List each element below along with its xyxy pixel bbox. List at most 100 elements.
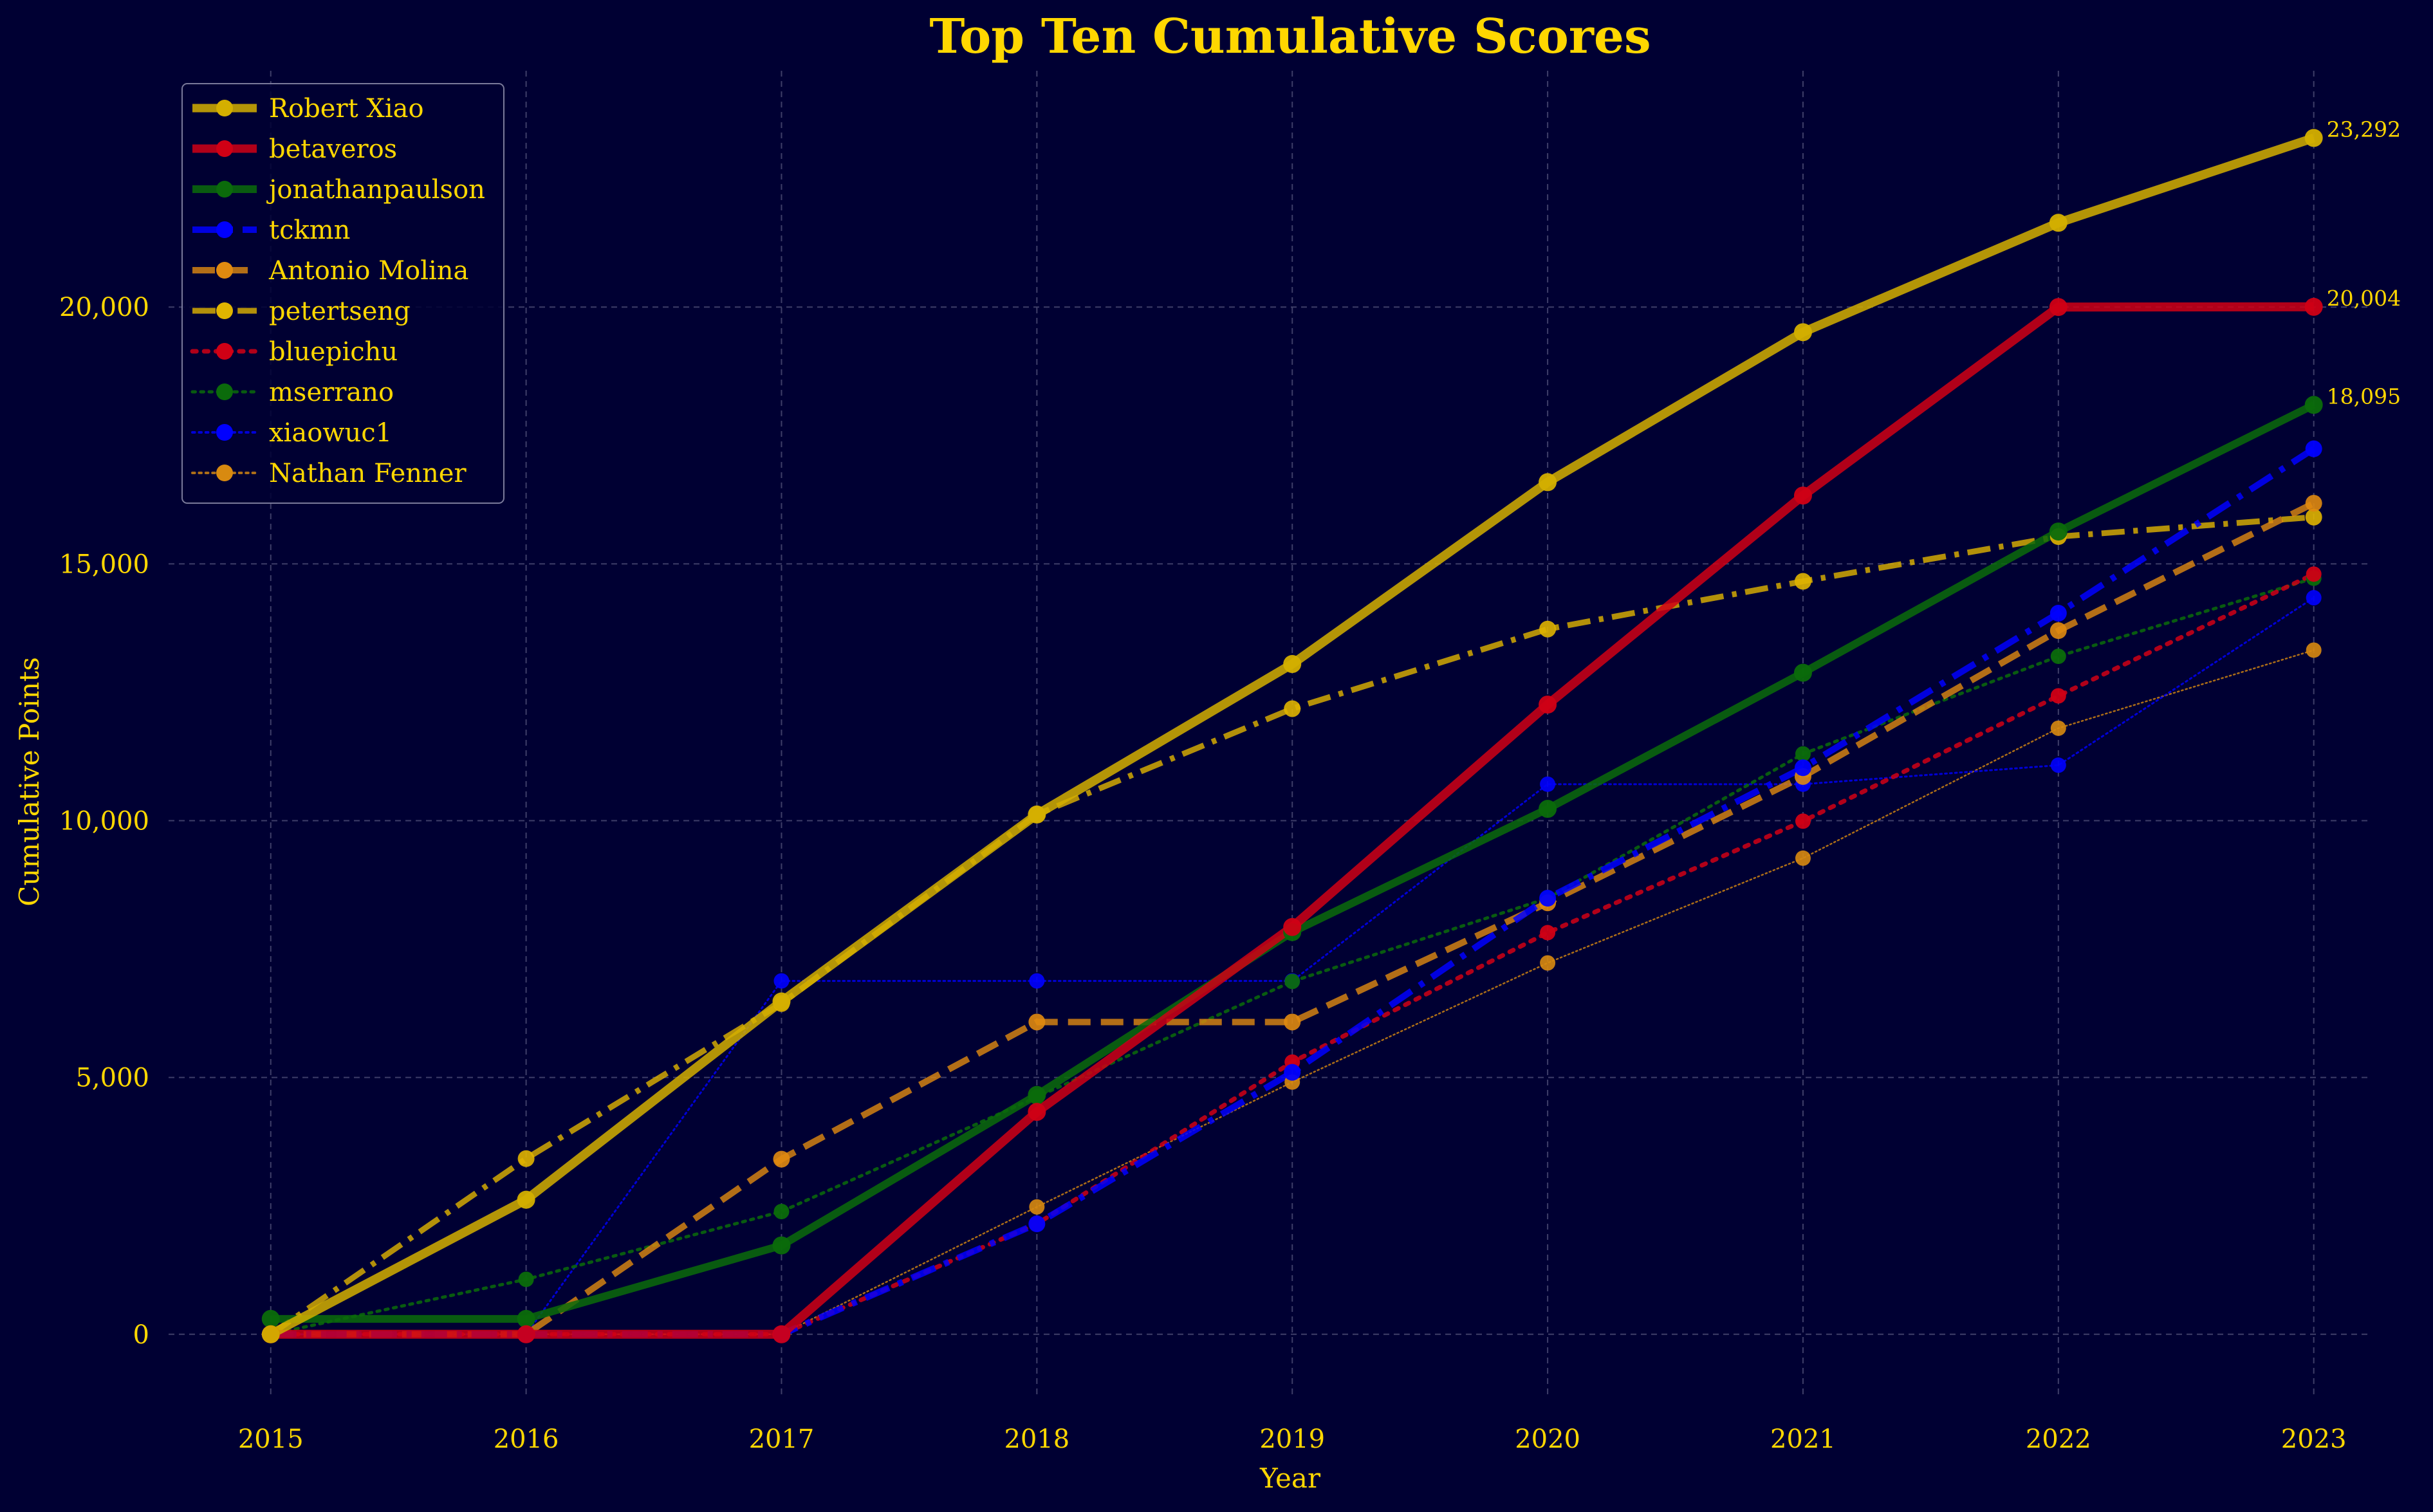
data-point-xiaowuc1	[1029, 973, 1045, 989]
data-point-nathan-fenner	[2306, 642, 2322, 658]
data-point-betaveros	[1539, 696, 1557, 714]
data-point-betaveros	[1028, 1103, 1046, 1121]
data-point-nathan-fenner	[1795, 850, 1811, 866]
legend-label-tckmn: tckmn	[269, 216, 350, 245]
data-point-mserrano	[518, 1271, 534, 1287]
x-tick-label: 2023	[2281, 1424, 2347, 1454]
data-point-betaveros	[517, 1325, 535, 1343]
legend-label-betaveros: betaveros	[269, 134, 397, 164]
data-point-tckmn	[1028, 1215, 1046, 1233]
data-point-robert-xiao	[2049, 214, 2068, 232]
data-point-tckmn	[1539, 890, 1557, 907]
data-point-jonathanpaulson	[2304, 396, 2323, 414]
x-tick-label: 2018	[1004, 1424, 1069, 1454]
x-tick-label: 2020	[1515, 1424, 1580, 1454]
data-point-petertseng	[517, 1150, 535, 1167]
data-point-jonathanpaulson	[2049, 522, 2068, 541]
legend-marker-antonio-molina	[216, 262, 233, 279]
data-point-jonathanpaulson	[517, 1309, 535, 1328]
data-point-bluepichu	[1540, 925, 1556, 941]
data-point-antonio-molina	[1284, 1013, 1301, 1031]
data-point-robert-xiao	[2304, 129, 2323, 147]
data-point-betaveros	[1793, 486, 1812, 505]
data-point-antonio-molina	[1028, 1013, 1046, 1031]
data-point-robert-xiao	[261, 1325, 280, 1343]
data-point-bluepichu	[1795, 813, 1811, 829]
axes: 2015 2016 2017 2018 2019 2020 2021 2022 2023 0 5,0…	[59, 293, 2347, 1454]
legend-label-mserrano: mserrano	[269, 378, 394, 407]
data-point-robert-xiao	[1539, 473, 1557, 492]
data-point-robert-xiao	[517, 1190, 535, 1209]
legend-marker-petertseng	[216, 302, 233, 319]
legend-label-jonathanpaulson: jonathanpaulson	[266, 175, 485, 205]
chart-title: Top Ten Cumulative Scores	[929, 9, 1651, 64]
y-tick-label: 20,000	[59, 293, 149, 322]
data-point-robert-xiao	[1793, 323, 1812, 342]
data-point-xiaowuc1	[2306, 590, 2322, 606]
data-point-petertseng	[2305, 508, 2322, 526]
data-point-nathan-fenner	[1029, 1199, 1045, 1215]
end-value-label: 23,292	[2327, 116, 2401, 142]
data-point-betaveros	[2304, 297, 2323, 316]
data-point-nathan-fenner	[1540, 955, 1556, 971]
legend-label-petertseng: petertseng	[269, 297, 411, 326]
data-point-mserrano	[2050, 649, 2066, 665]
legend-box	[181, 83, 504, 504]
legend-label-xiaowuc1: xiaowuc1	[269, 418, 392, 448]
legend-label-bluepichu: bluepichu	[269, 337, 398, 367]
x-tick-label: 2022	[2026, 1424, 2091, 1454]
legend-label-antonio-molina: Antonio Molina	[268, 256, 468, 286]
x-tick-label: 2016	[494, 1424, 559, 1454]
data-point-jonathanpaulson	[1793, 663, 1812, 682]
end-value-label: 18,095	[2327, 383, 2401, 409]
data-point-jonathanpaulson	[1539, 800, 1557, 818]
series-line-petertseng	[269, 514, 2315, 1337]
legend-label-nathan-fenner: Nathan Fenner	[269, 459, 467, 488]
data-point-tckmn	[2049, 604, 2067, 622]
end-value-label: 20,004	[2327, 286, 2401, 311]
data-point-antonio-molina	[2049, 622, 2067, 640]
x-tick-label: 2017	[749, 1424, 815, 1454]
end-labels-group: 23,292 20,004 18,095	[2327, 116, 2401, 409]
legend-marker-jonathanpaulson	[216, 181, 233, 198]
legend-marker-bluepichu	[216, 343, 233, 360]
data-point-robert-xiao	[1028, 805, 1046, 824]
legend-marker-mserrano	[216, 383, 233, 400]
legend-label-robert-xiao: Robert Xiao	[269, 94, 424, 124]
legend-marker-nathan-fenner	[216, 465, 233, 481]
data-point-jonathanpaulson	[1028, 1085, 1046, 1104]
data-point-bluepichu	[2050, 688, 2066, 704]
data-point-robert-xiao	[772, 992, 791, 1011]
y-tick-label: 10,000	[59, 807, 149, 836]
data-point-xiaowuc1	[1540, 776, 1556, 792]
data-point-tckmn	[1794, 759, 1811, 777]
legend: Robert Xiao betaveros jonathanpaulson tckmn…	[181, 83, 504, 504]
legend-marker-robert-xiao	[216, 100, 233, 116]
data-point-jonathanpaulson	[772, 1236, 791, 1255]
y-axis-label: Cumulative Points	[14, 657, 45, 907]
y-tick-label: 5,000	[75, 1064, 149, 1093]
legend-marker-tckmn	[216, 221, 233, 238]
x-tick-label: 2015	[238, 1424, 304, 1454]
data-point-betaveros	[2049, 298, 2068, 317]
data-point-petertseng	[1539, 620, 1557, 638]
series-line-antonio-molina	[270, 500, 2315, 1338]
data-point-antonio-molina	[2305, 495, 2322, 512]
y-tick-label: 15,000	[59, 549, 149, 579]
data-point-betaveros	[1283, 917, 1302, 936]
data-point-petertseng	[1284, 700, 1301, 717]
data-point-bluepichu	[2306, 566, 2322, 582]
data-point-mserrano	[1284, 973, 1300, 990]
data-point-xiaowuc1	[773, 973, 790, 989]
y-tick-label: 0	[133, 1320, 149, 1350]
data-point-betaveros	[772, 1325, 791, 1343]
data-point-nathan-fenner	[2050, 720, 2066, 736]
data-point-tckmn	[2305, 440, 2322, 457]
data-point-xiaowuc1	[2050, 757, 2066, 773]
data-point-antonio-molina	[773, 1150, 790, 1168]
legend-marker-xiaowuc1	[216, 424, 233, 441]
data-point-jonathanpaulson	[261, 1309, 280, 1328]
legend-marker-betaveros	[216, 140, 233, 157]
